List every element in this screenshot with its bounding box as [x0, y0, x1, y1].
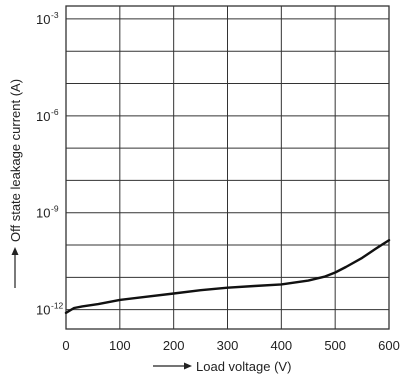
x-tick-label: 400	[270, 338, 292, 353]
series-line	[64, 239, 391, 315]
y-tick-base: 10	[36, 12, 50, 27]
x-axis-arrow-icon	[184, 362, 192, 370]
x-tick-label: 0	[62, 338, 69, 353]
y-tick-label: 10 -3	[36, 10, 59, 27]
y-tick-base: 10	[36, 109, 50, 124]
y-axis-arrow-icon	[11, 247, 19, 255]
x-tick-label: 200	[163, 338, 185, 353]
y-tick-exponent: -12	[51, 301, 64, 311]
plot-frame	[65, 5, 390, 330]
x-tick-label: 100	[109, 338, 131, 353]
x-tick-label: 300	[217, 338, 239, 353]
x-tick-labels: 0 100 200 300 400 500 600	[62, 338, 399, 353]
y-tick-base: 10	[36, 303, 50, 318]
y-tick-label: 10 -12	[36, 301, 64, 318]
grid-lines	[65, 6, 390, 329]
x-axis-title: Load voltage (V)	[196, 359, 291, 374]
y-tick-exponent: -9	[51, 204, 59, 214]
y-tick-label: 10 -9	[36, 204, 59, 221]
x-axis-title-group: Load voltage (V)	[153, 359, 291, 374]
y-tick-base: 10	[36, 206, 50, 221]
x-tick-label: 600	[378, 338, 400, 353]
y-axis-title: Off state leakage current (A)	[8, 79, 23, 242]
y-tick-label: 10 -6	[36, 107, 59, 124]
y-tick-exponent: -6	[51, 107, 59, 117]
y-tick-labels: 10-310-610-910-12	[36, 10, 64, 318]
y-axis-title-group: Off state leakage current (A)	[8, 79, 23, 288]
x-tick-label: 500	[324, 338, 346, 353]
curve-layer	[64, 239, 391, 315]
y-tick-exponent: -3	[51, 10, 59, 20]
